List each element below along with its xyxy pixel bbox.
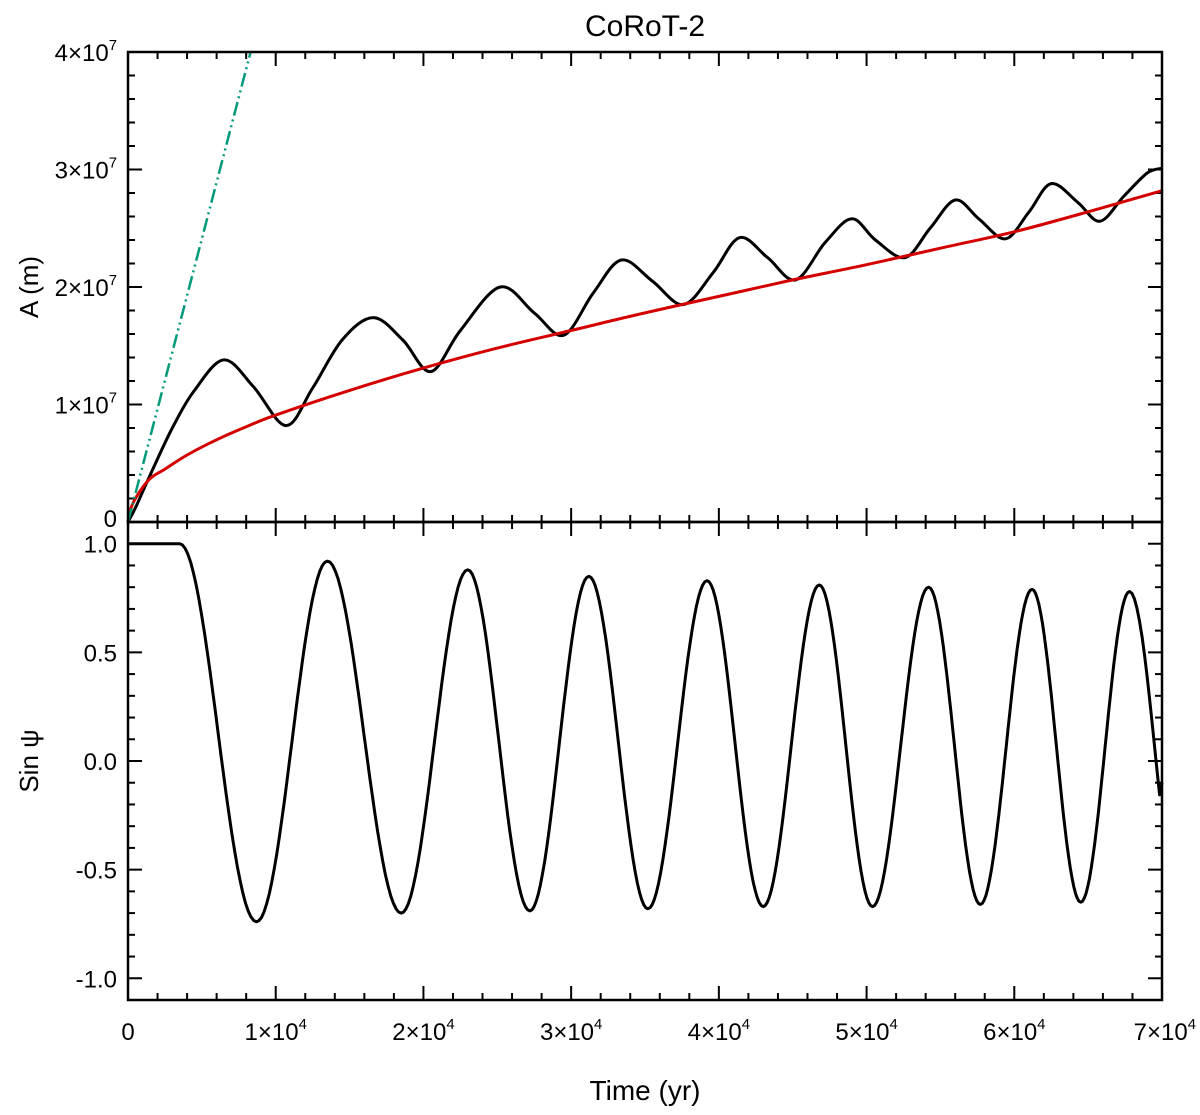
y-tick-label: 1.0: [84, 532, 117, 559]
top-y-tick-labels: 0 1×107 2×107 3×107 4×107: [55, 38, 117, 533]
bottom-ticks: [127, 521, 1163, 1001]
bottom-series: [128, 542, 1164, 924]
y-tick-label: -0.5: [76, 858, 117, 885]
y-tick-label: 2×107: [55, 273, 117, 302]
series-line-linear-growth: [126, 51, 252, 523]
top-series: [126, 51, 1163, 523]
x-tick-label: 5×104: [835, 1017, 897, 1046]
top-ticks: [127, 51, 1163, 523]
x-tick-label: 2×104: [392, 1017, 454, 1046]
x-tick-label: 3×104: [540, 1017, 602, 1046]
bottom-y-axis-label: Sin ψ: [14, 729, 44, 792]
chart-title: CoRoT-2: [585, 10, 705, 43]
y-tick-label: -1.0: [76, 966, 117, 993]
y-tick-label: 0: [104, 506, 117, 533]
top-frame: [126, 50, 1164, 524]
y-tick-label: 0.5: [84, 640, 117, 667]
top-y-axis-label: A (m): [14, 256, 44, 318]
top-panel: 0 1×107 2×107 3×107 4×107 A (m): [14, 38, 1164, 533]
bottom-frame: [126, 520, 1164, 1002]
x-axis-label: Time (yr): [590, 1075, 701, 1106]
series-line-secular-trend: [126, 189, 1163, 523]
y-tick-label: 1×107: [55, 391, 117, 420]
y-tick-label: 4×107: [55, 38, 117, 67]
x-tick-label: 4×104: [688, 1017, 750, 1046]
x-tick-label: 1×104: [245, 1017, 307, 1046]
bottom-y-tick-labels: -1.0 -0.5 0.0 0.5 1.0: [76, 532, 117, 994]
series-line-oscillating-amplitude: [126, 166, 1163, 523]
y-tick-label: 3×107: [55, 156, 117, 185]
x-tick-labels: 0 1×104 2×104 3×104 4×104 5×104 6×104 7×104: [121, 1017, 1196, 1046]
bottom-panel: -1.0 -0.5 0.0 0.5 1.0 0 1×104 2×104 3×104 4×104 5…: [14, 520, 1196, 1106]
x-tick-label: 7×104: [1134, 1017, 1196, 1046]
y-tick-label: 0.0: [84, 749, 117, 776]
x-tick-label: 6×104: [983, 1017, 1045, 1046]
series-line-sin-psi: [128, 542, 1164, 924]
x-tick-label: 0: [121, 1019, 134, 1046]
